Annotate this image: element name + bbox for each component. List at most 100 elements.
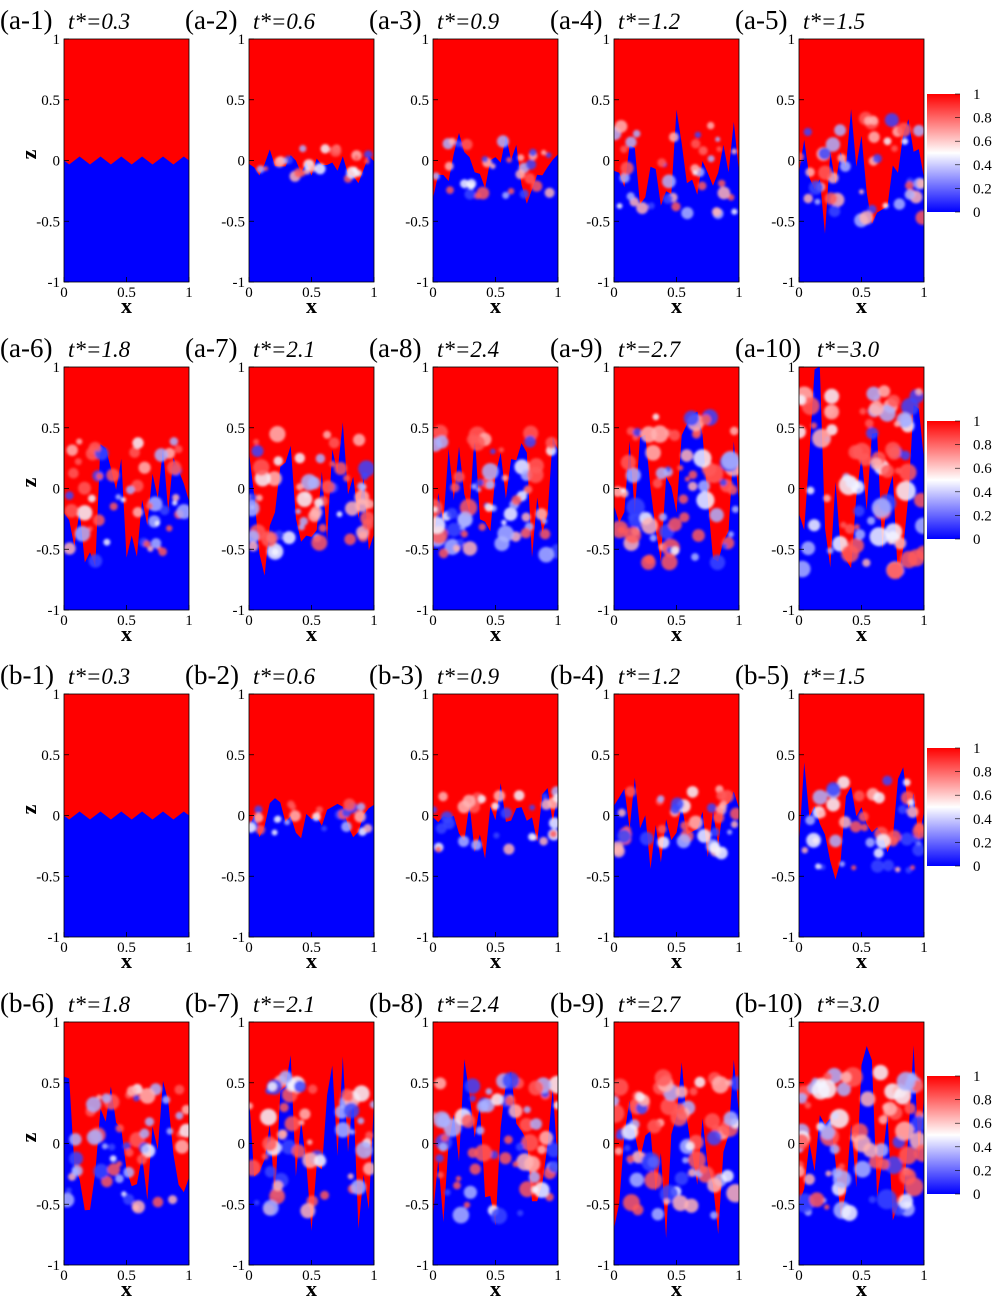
z-tick-label: 1 [788, 687, 796, 703]
concentration-field [64, 694, 189, 937]
panel-time: t*=0.6 [253, 9, 316, 34]
concentration-field [64, 39, 189, 282]
z-tick-label: -0.5 [771, 542, 795, 558]
x-axis-title: x [490, 293, 501, 318]
mixing-blobs [64, 1083, 189, 1214]
z-tick-label: -0.5 [36, 214, 60, 230]
x-tick-label: 0.5 [667, 940, 686, 956]
mixing-blobs [799, 111, 924, 228]
upper-fluid [64, 1022, 189, 1211]
colorbar-tick-label: 0.4 [973, 812, 992, 828]
x-tick-label: 0 [429, 613, 437, 629]
panel-label: (b-3) [369, 660, 423, 690]
panel-time: t*=0.3 [68, 664, 130, 689]
z-tick-label: -0.5 [221, 542, 245, 558]
colorbar-tick-label: 0.6 [973, 1116, 992, 1132]
colorbar: 1 0.8 0.6 0.4 0.2 0 [927, 414, 992, 548]
x-tick-label: 1 [735, 1268, 743, 1284]
x-axis-title: x [671, 621, 682, 646]
z-tick-label: 0.5 [591, 421, 610, 437]
z-tick-label: -0.5 [405, 542, 429, 558]
colorbar: 1 0.8 0.6 0.4 0.2 0 [927, 87, 992, 221]
z-tick-label: 1 [53, 32, 61, 48]
z-tick-label: -0.5 [771, 214, 795, 230]
z-tick-label: 1 [422, 1015, 430, 1031]
upper-fluid [433, 694, 558, 859]
z-tick-label: 0.5 [776, 93, 795, 109]
x-tick-label: 0.5 [117, 1268, 136, 1284]
x-tick-label: 0.5 [117, 613, 136, 629]
x-tick-label: 0.5 [667, 613, 686, 629]
x-tick-label: 0.5 [486, 613, 505, 629]
z-tick-label: 1 [53, 687, 61, 703]
upper-fluid [614, 694, 739, 869]
panel-a-9: (a-9) t*=2.710.50-0.5-10 0.5 1x [550, 333, 743, 646]
panel-b-10: (b-10) t*=3.010.50-0.5-10 0.5 1x [735, 988, 928, 1301]
x-axis-title: x [490, 948, 501, 973]
colorbar-tick-label: 1 [973, 1069, 981, 1085]
z-tick-label: 0 [422, 482, 430, 498]
x-tick-label: 1 [735, 285, 743, 301]
z-tick-label: 0 [238, 482, 246, 498]
upper-fluid [64, 694, 189, 820]
z-tick-label: -0.5 [36, 542, 60, 558]
panel-label: (a-2) [185, 5, 237, 35]
x-tick-label: 0 [795, 1268, 803, 1284]
mixing-blobs [249, 1070, 374, 1219]
x-tick-label: 1 [554, 613, 562, 629]
x-tick-label: 1 [554, 940, 562, 956]
mixing-blobs [799, 385, 924, 580]
panel-time: t*=2.7 [618, 992, 682, 1017]
concentration-field [249, 39, 374, 282]
x-axis-title: x [856, 293, 867, 318]
z-tick-label: -1 [417, 603, 430, 619]
x-tick-label: 0 [60, 613, 68, 629]
colorbar-tick-label: 0 [973, 859, 981, 875]
colorbar-tick-label: 1 [973, 87, 981, 103]
upper-fluid [249, 367, 374, 576]
z-tick-label: -1 [417, 930, 430, 946]
z-tick-label: 0.5 [41, 1076, 60, 1092]
colorbar-tick-label: 0.6 [973, 134, 992, 150]
z-tick-label: -0.5 [405, 869, 429, 885]
x-tick-label: 1 [920, 1268, 928, 1284]
panel-b-6: (b-6) t*=1.810.50-0.5-10 0.5 1xz [0, 988, 193, 1301]
z-tick-label: 0 [238, 809, 246, 825]
colorbar-gradient [927, 421, 960, 539]
z-axis-title: z [16, 477, 41, 487]
colorbar-tick-label: 0 [973, 1187, 981, 1203]
z-tick-label: 0 [788, 1137, 796, 1153]
z-tick-label: 1 [603, 360, 611, 376]
concentration-field [799, 1022, 924, 1265]
x-tick-label: 0.5 [302, 613, 321, 629]
colorbar-tick-label: 0.4 [973, 158, 992, 174]
z-tick-label: 0 [422, 809, 430, 825]
z-tick-label: -1 [48, 1258, 61, 1274]
z-axis-title: z [16, 149, 41, 159]
mixing-blobs [614, 785, 739, 860]
x-axis-title: x [121, 948, 132, 973]
panel-a-10: (a-10) t*=3.010.50-0.5-10 0.5 1x [735, 333, 928, 646]
mixing-blobs [433, 424, 558, 563]
panel-time: t*=1.2 [618, 9, 680, 34]
panel-label: (a-6) [0, 333, 52, 363]
panel-time: t*=2.4 [437, 992, 499, 1017]
z-tick-label: -1 [598, 1258, 611, 1274]
x-axis-title: x [306, 1276, 317, 1301]
panel-time: t*=0.9 [437, 9, 500, 34]
z-tick-label: -1 [48, 930, 61, 946]
colorbar: 1 0.8 0.6 0.4 0.2 0 [927, 1069, 992, 1203]
x-tick-label: 0 [245, 285, 253, 301]
z-tick-label: 0 [53, 154, 61, 170]
z-tick-label: 0.5 [776, 421, 795, 437]
z-tick-label: -1 [598, 275, 611, 291]
z-tick-label: 0 [603, 482, 611, 498]
x-tick-label: 1 [370, 285, 378, 301]
z-tick-label: 0.5 [41, 421, 60, 437]
z-tick-label: -1 [233, 603, 246, 619]
z-tick-label: -0.5 [36, 869, 60, 885]
concentration-field [614, 39, 739, 282]
colorbar-tick-label: 1 [973, 741, 981, 757]
z-tick-label: 1 [422, 360, 430, 376]
upper-fluid [249, 694, 374, 839]
